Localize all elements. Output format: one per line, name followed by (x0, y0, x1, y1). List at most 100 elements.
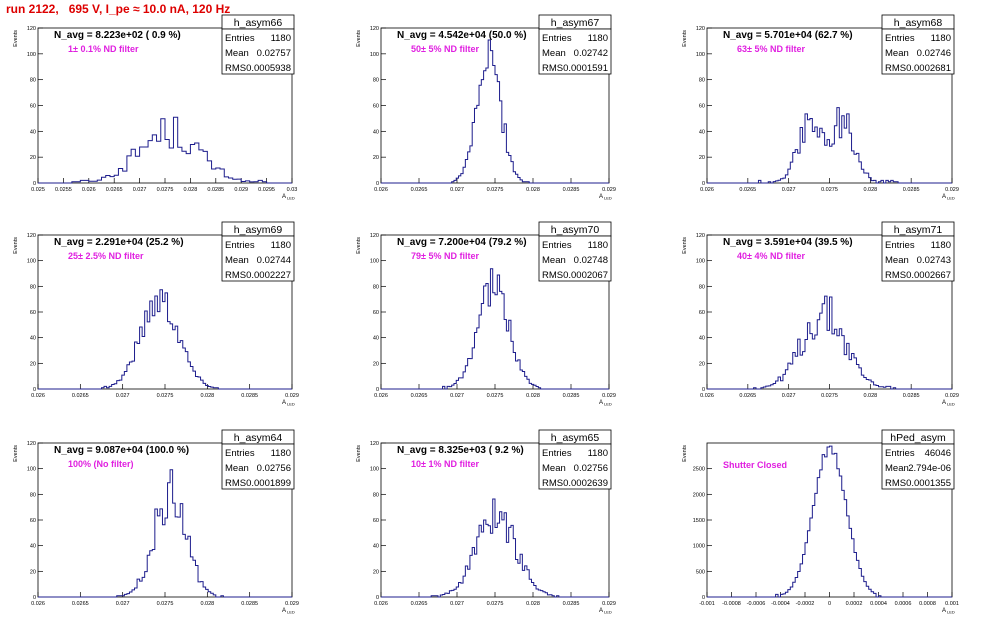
y-tick-label: 60 (373, 104, 379, 110)
stats-box: h_asym70 Entries 1180 Mean 0.02748 RMS 0.00020… (538, 221, 612, 282)
stats-value-entries: 1180 (271, 33, 291, 44)
y-tick-label: 20 (373, 155, 379, 161)
x-axis-label: ALED (282, 194, 295, 201)
y-tick-label: 80 (30, 284, 36, 290)
histogram-name: h_asym68 (894, 17, 943, 29)
x-tick-label: 0.029 (945, 187, 959, 193)
x-tick-label: 0.0285 (563, 187, 580, 193)
stats-label-mean: Mean (885, 463, 909, 474)
histogram-pad-h_asym64: 0.026 0.0265 0.027 0.0275 0.028 0.0285 0.029 0 2… (13, 429, 299, 615)
histogram-name: hPed_asym (890, 432, 946, 444)
filter-label: 50± 5% ND filter (411, 44, 479, 54)
histogram-name: h_asym67 (551, 17, 600, 29)
x-tick-label: 0.026 (700, 393, 714, 399)
stats-value-mean: 0.02756 (257, 463, 291, 474)
stats-label-rms: RMS (885, 270, 906, 281)
y-tick-label: 40 (30, 129, 36, 135)
histogram-pad-h_asym69: 0.026 0.0265 0.027 0.0275 0.028 0.0285 0.029 0 2… (13, 221, 299, 407)
y-tick-label: 0 (376, 181, 379, 187)
y-tick-label: 120 (696, 26, 705, 32)
y-tick-label: 60 (699, 310, 705, 316)
histogram-line (38, 289, 292, 390)
y-tick-label: 40 (373, 336, 379, 342)
histogram-line (38, 116, 292, 184)
y-axis-label: Events (356, 237, 362, 254)
x-tick-label: -0.0004 (771, 601, 790, 607)
y-tick-label: 20 (30, 569, 36, 575)
stats-label-rms: RMS (542, 270, 563, 281)
y-tick-label: 80 (699, 284, 705, 290)
histogram-line (707, 107, 952, 184)
y-axis-label: Events (682, 30, 688, 47)
x-tick-label: 0.026 (31, 393, 45, 399)
x-tick-label: 0.029 (234, 187, 248, 193)
x-axis-label: ALED (599, 400, 612, 407)
x-tick-label: 0.0295 (258, 187, 275, 193)
stats-label-entries: Entries (885, 33, 915, 44)
stats-label-rms: RMS (225, 63, 246, 74)
stats-label-entries: Entries (225, 240, 255, 251)
y-axis-label: Events (356, 30, 362, 47)
x-tick-label: 0.027 (450, 187, 464, 193)
x-tick-label: -0.0002 (796, 601, 815, 607)
x-tick-label: 0.001 (945, 601, 959, 607)
x-tick-label: 0.029 (285, 601, 299, 607)
stats-body-box (221, 235, 295, 282)
y-axis-label: Events (13, 30, 19, 47)
x-tick-label: -0.0008 (722, 601, 741, 607)
x-tick-label: 0.0265 (411, 393, 428, 399)
y-tick-label: 120 (370, 233, 379, 239)
stats-value-rms: 0.0001899 (246, 478, 291, 489)
stats-value-rms: 0.0002667 (906, 270, 951, 281)
stats-box: h_asym66 Entries 1180 Mean 0.02757 RMS 0.00059… (221, 14, 295, 75)
y-tick-label: 0 (33, 387, 36, 393)
x-tick-label: 0.028 (184, 187, 198, 193)
stats-box: h_asym67 Entries 1180 Mean 0.02742 RMS 0.00015… (538, 14, 612, 75)
x-tick-label: -0.0006 (747, 601, 766, 607)
stats-label-entries: Entries (885, 240, 915, 251)
histogram-name: h_asym65 (551, 432, 600, 444)
x-tick-label: 0.027 (116, 393, 130, 399)
stats-label-mean: Mean (225, 463, 249, 474)
x-tick-label: -0.001 (699, 601, 715, 607)
stats-value-entries: 1180 (271, 240, 291, 251)
y-tick-label: 60 (30, 518, 36, 524)
x-tick-label: 0.0265 (739, 393, 756, 399)
stats-label-entries: Entries (225, 448, 255, 459)
y-tick-label: 100 (696, 52, 705, 58)
y-tick-label: 40 (30, 544, 36, 550)
n-avg-label: N_avg = 9.087e+04 (100.0 %) (54, 445, 189, 456)
stats-label-rms: RMS (225, 478, 246, 489)
y-tick-label: 80 (30, 492, 36, 498)
stats-value-mean: 0.02748 (574, 255, 608, 266)
stats-value-rms: 0.0002227 (246, 270, 291, 281)
x-tick-label: 0.028 (200, 601, 214, 607)
x-tick-label: 0.0275 (157, 393, 174, 399)
x-tick-label: 0.028 (526, 187, 540, 193)
stats-value-mean: 0.02743 (917, 255, 951, 266)
histogram-name: h_asym69 (234, 224, 283, 236)
y-tick-label: 20 (30, 155, 36, 161)
stats-value-entries: 1180 (931, 33, 951, 44)
stats-label-mean: Mean (225, 48, 249, 59)
x-tick-label: 0.0002 (846, 601, 863, 607)
stats-box: h_asym69 Entries 1180 Mean 0.02744 RMS 0.00022… (221, 221, 295, 282)
x-tick-label: 0.0275 (487, 393, 504, 399)
histogram-pad-h_asym65: 0.026 0.0265 0.027 0.0275 0.028 0.0285 0.029 0 2… (356, 429, 616, 615)
y-tick-label: 80 (30, 78, 36, 84)
x-tick-label: 0.0275 (821, 187, 838, 193)
x-tick-label: 0.0006 (895, 601, 912, 607)
stats-box: h_asym65 Entries 1180 Mean 0.02756 RMS 0.00026… (538, 429, 612, 490)
stats-body-box (538, 235, 612, 282)
y-tick-label: 0 (702, 595, 705, 601)
n-avg-label: N_avg = 4.542e+04 (50.0 %) (397, 30, 527, 41)
stats-body-box (538, 28, 612, 75)
x-tick-label: 0.0265 (72, 601, 89, 607)
n-avg-label: N_avg = 5.701e+04 (62.7 %) (723, 30, 853, 41)
stats-value-rms: 0.0001591 (563, 63, 608, 74)
y-axis-label: Events (13, 237, 19, 254)
x-tick-label: 0.026 (31, 601, 45, 607)
x-tick-label: 0.028 (863, 393, 877, 399)
stats-label-rms: RMS (225, 270, 246, 281)
